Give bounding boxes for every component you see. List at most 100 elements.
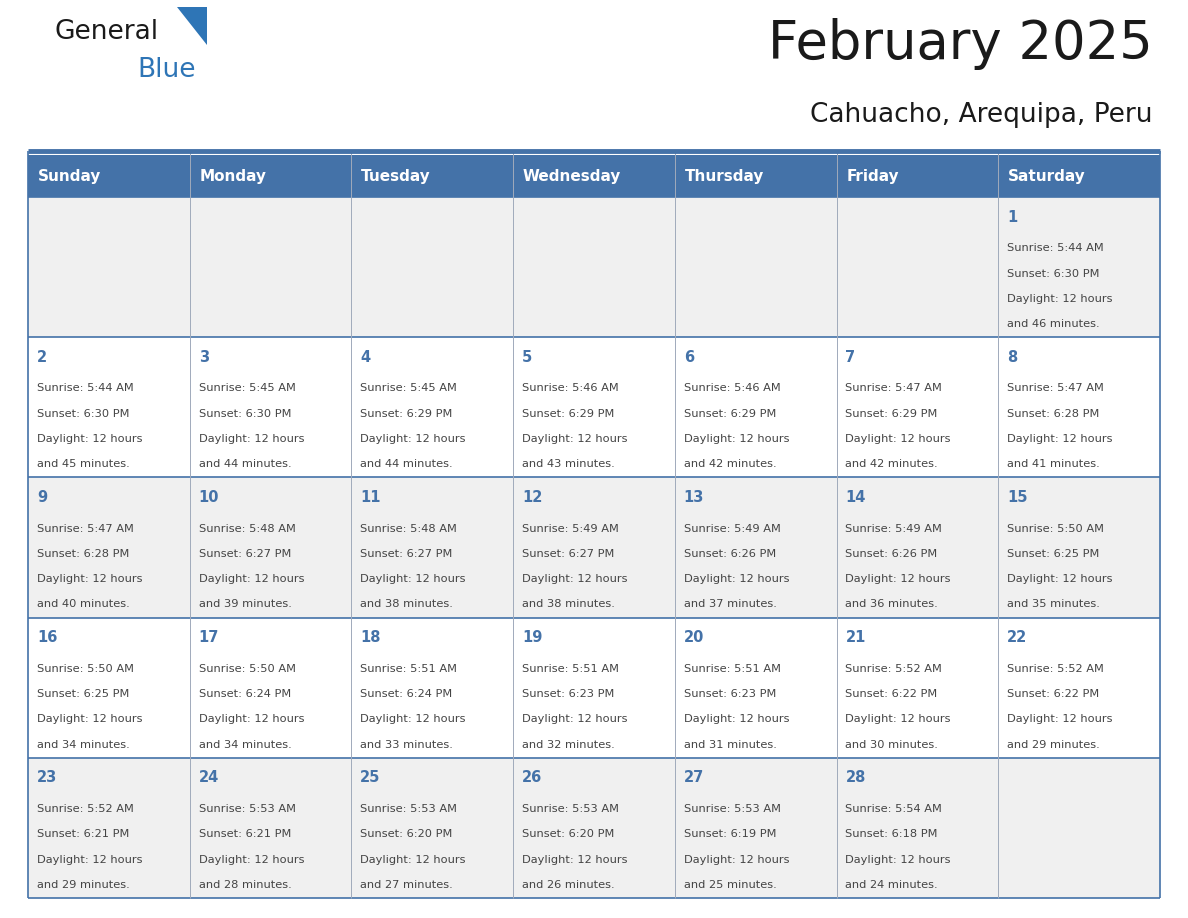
Text: Daylight: 12 hours: Daylight: 12 hours <box>37 574 143 584</box>
Text: and 34 minutes.: and 34 minutes. <box>37 740 129 750</box>
Text: and 35 minutes.: and 35 minutes. <box>1007 599 1100 610</box>
Text: Sunrise: 5:51 AM: Sunrise: 5:51 AM <box>522 664 619 674</box>
Text: 3: 3 <box>198 350 209 364</box>
FancyBboxPatch shape <box>29 477 1159 618</box>
Text: Sunset: 6:30 PM: Sunset: 6:30 PM <box>37 409 129 419</box>
Text: Sunrise: 5:54 AM: Sunrise: 5:54 AM <box>846 804 942 814</box>
Text: Sunrise: 5:45 AM: Sunrise: 5:45 AM <box>198 384 296 394</box>
Text: Sunrise: 5:49 AM: Sunrise: 5:49 AM <box>684 523 781 533</box>
Text: and 30 minutes.: and 30 minutes. <box>846 740 939 750</box>
Text: Daylight: 12 hours: Daylight: 12 hours <box>198 434 304 444</box>
Text: Sunset: 6:28 PM: Sunset: 6:28 PM <box>1007 409 1100 419</box>
Text: Sunset: 6:25 PM: Sunset: 6:25 PM <box>1007 549 1100 559</box>
Text: Daylight: 12 hours: Daylight: 12 hours <box>360 434 466 444</box>
Text: Sunset: 6:27 PM: Sunset: 6:27 PM <box>198 549 291 559</box>
Text: Sunset: 6:29 PM: Sunset: 6:29 PM <box>684 409 776 419</box>
Text: Sunrise: 5:49 AM: Sunrise: 5:49 AM <box>846 523 942 533</box>
Text: and 46 minutes.: and 46 minutes. <box>1007 319 1100 329</box>
Text: Sunset: 6:22 PM: Sunset: 6:22 PM <box>846 689 937 700</box>
Text: Sunset: 6:29 PM: Sunset: 6:29 PM <box>360 409 453 419</box>
Text: Daylight: 12 hours: Daylight: 12 hours <box>37 855 143 865</box>
Text: Daylight: 12 hours: Daylight: 12 hours <box>846 574 950 584</box>
Text: and 37 minutes.: and 37 minutes. <box>684 599 777 610</box>
Text: and 32 minutes.: and 32 minutes. <box>522 740 614 750</box>
Text: 17: 17 <box>198 631 219 645</box>
Text: General: General <box>55 19 159 45</box>
Text: 8: 8 <box>1007 350 1017 364</box>
Text: and 43 minutes.: and 43 minutes. <box>522 459 614 469</box>
Text: 13: 13 <box>684 490 704 505</box>
Text: Sunrise: 5:52 AM: Sunrise: 5:52 AM <box>1007 664 1104 674</box>
Text: Daylight: 12 hours: Daylight: 12 hours <box>522 574 627 584</box>
Text: Saturday: Saturday <box>1007 169 1086 184</box>
Text: Daylight: 12 hours: Daylight: 12 hours <box>198 855 304 865</box>
Text: Daylight: 12 hours: Daylight: 12 hours <box>846 714 950 724</box>
Text: 26: 26 <box>522 770 542 786</box>
Text: and 33 minutes.: and 33 minutes. <box>360 740 453 750</box>
Text: and 38 minutes.: and 38 minutes. <box>522 599 615 610</box>
Text: and 44 minutes.: and 44 minutes. <box>198 459 291 469</box>
Text: Sunset: 6:24 PM: Sunset: 6:24 PM <box>360 689 453 700</box>
Text: Daylight: 12 hours: Daylight: 12 hours <box>684 714 789 724</box>
Text: Sunset: 6:21 PM: Sunset: 6:21 PM <box>37 829 129 839</box>
FancyBboxPatch shape <box>29 197 1159 337</box>
Text: Daylight: 12 hours: Daylight: 12 hours <box>684 574 789 584</box>
Text: 2: 2 <box>37 350 48 364</box>
Text: Sunrise: 5:45 AM: Sunrise: 5:45 AM <box>360 384 457 394</box>
Text: Sunset: 6:23 PM: Sunset: 6:23 PM <box>684 689 776 700</box>
FancyBboxPatch shape <box>29 337 1159 477</box>
Text: Sunset: 6:20 PM: Sunset: 6:20 PM <box>360 829 453 839</box>
Text: 9: 9 <box>37 490 48 505</box>
Text: Sunset: 6:30 PM: Sunset: 6:30 PM <box>198 409 291 419</box>
Text: 25: 25 <box>360 770 380 786</box>
Text: Daylight: 12 hours: Daylight: 12 hours <box>360 574 466 584</box>
Text: 5: 5 <box>522 350 532 364</box>
FancyBboxPatch shape <box>675 155 836 197</box>
Text: and 34 minutes.: and 34 minutes. <box>198 740 291 750</box>
FancyBboxPatch shape <box>836 155 998 197</box>
FancyBboxPatch shape <box>352 155 513 197</box>
Text: Sunset: 6:29 PM: Sunset: 6:29 PM <box>522 409 614 419</box>
FancyBboxPatch shape <box>29 155 190 197</box>
Text: Sunrise: 5:53 AM: Sunrise: 5:53 AM <box>198 804 296 814</box>
Text: Sunrise: 5:53 AM: Sunrise: 5:53 AM <box>684 804 781 814</box>
FancyBboxPatch shape <box>998 155 1159 197</box>
Text: Tuesday: Tuesday <box>361 169 431 184</box>
Text: Daylight: 12 hours: Daylight: 12 hours <box>522 855 627 865</box>
Text: Sunset: 6:25 PM: Sunset: 6:25 PM <box>37 689 129 700</box>
Text: 6: 6 <box>684 350 694 364</box>
Text: and 45 minutes.: and 45 minutes. <box>37 459 129 469</box>
FancyBboxPatch shape <box>29 618 1159 757</box>
Text: and 24 minutes.: and 24 minutes. <box>846 879 939 890</box>
Text: Daylight: 12 hours: Daylight: 12 hours <box>360 714 466 724</box>
Text: Sunday: Sunday <box>38 169 101 184</box>
Text: 23: 23 <box>37 770 57 786</box>
Text: Sunrise: 5:48 AM: Sunrise: 5:48 AM <box>360 523 457 533</box>
Text: 1: 1 <box>1007 209 1017 225</box>
Text: 7: 7 <box>846 350 855 364</box>
Text: and 42 minutes.: and 42 minutes. <box>684 459 777 469</box>
Text: 15: 15 <box>1007 490 1028 505</box>
Text: and 28 minutes.: and 28 minutes. <box>198 879 291 890</box>
Text: 11: 11 <box>360 490 381 505</box>
Text: Sunrise: 5:47 AM: Sunrise: 5:47 AM <box>37 523 134 533</box>
Text: Sunset: 6:26 PM: Sunset: 6:26 PM <box>684 549 776 559</box>
Text: Sunrise: 5:52 AM: Sunrise: 5:52 AM <box>846 664 942 674</box>
Text: Sunset: 6:23 PM: Sunset: 6:23 PM <box>522 689 614 700</box>
FancyBboxPatch shape <box>190 155 352 197</box>
Text: Daylight: 12 hours: Daylight: 12 hours <box>846 855 950 865</box>
Text: and 38 minutes.: and 38 minutes. <box>360 599 453 610</box>
Text: Sunset: 6:30 PM: Sunset: 6:30 PM <box>1007 268 1100 278</box>
Text: and 25 minutes.: and 25 minutes. <box>684 879 777 890</box>
Text: Thursday: Thursday <box>684 169 764 184</box>
Text: Daylight: 12 hours: Daylight: 12 hours <box>684 855 789 865</box>
Text: and 36 minutes.: and 36 minutes. <box>846 599 939 610</box>
Text: Sunrise: 5:50 AM: Sunrise: 5:50 AM <box>37 664 134 674</box>
Text: Sunset: 6:21 PM: Sunset: 6:21 PM <box>198 829 291 839</box>
Text: February 2025: February 2025 <box>769 18 1154 70</box>
Text: Sunrise: 5:47 AM: Sunrise: 5:47 AM <box>846 384 942 394</box>
Text: 20: 20 <box>684 631 704 645</box>
Polygon shape <box>177 7 207 45</box>
Text: Daylight: 12 hours: Daylight: 12 hours <box>37 714 143 724</box>
Text: 21: 21 <box>846 631 866 645</box>
